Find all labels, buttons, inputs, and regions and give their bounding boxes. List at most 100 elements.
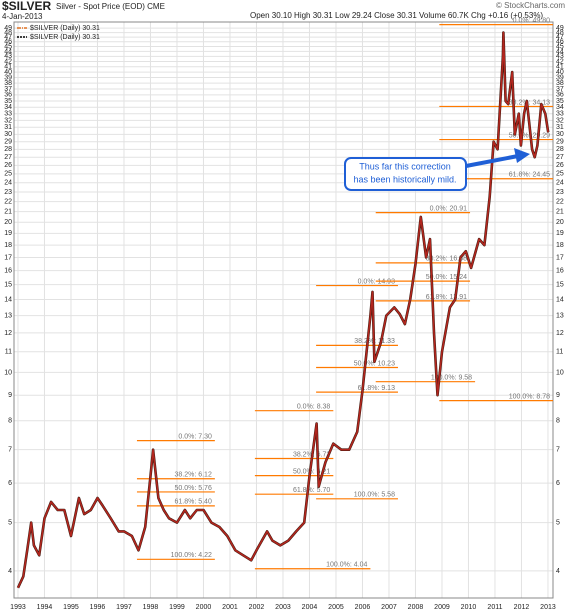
y-tick-label: 5 [8,519,12,526]
fib-label: 61.8%: 5.40 [174,499,211,506]
y-tick-label: 14 [4,296,12,303]
plot-frame [13,21,554,599]
x-tick-label: 2005 [328,604,344,611]
y-tick-label: 7 [8,447,12,454]
y-tick-label: 33 [4,111,12,118]
x-tick-label: 2002 [249,604,265,611]
y-tick-label: 38 [4,80,12,87]
y-tick-label: 15 [4,281,12,288]
y-tick-label: 46 [4,39,12,46]
y-tick-label: 30 [4,131,12,138]
y-tick-label: 48 [4,29,12,36]
y-tick-label: 23 [4,189,12,196]
y-tick-label: 22 [4,198,12,205]
quote: Open 30.10 High 30.31 Low 29.24 Close 30… [250,11,543,20]
y-tick-label: 27 [4,154,12,161]
y-tick-label: 9 [556,392,560,399]
y-tick-label: 21 [4,209,12,216]
y-tick-label: 21 [556,209,564,216]
fib-label: 0.0%: 14.93 [358,278,395,285]
fib-label: 61.8%: 9.13 [358,385,395,392]
y-tick-label: 27 [556,154,564,161]
fib-label: 100.0%: 4.22 [171,552,212,559]
y-tick-label: 17 [556,254,564,261]
y-tick-label: 8 [8,418,12,425]
legend-label: $SILVER (Daily) 30.31 [30,34,100,41]
y-tick-label: 14 [556,296,564,303]
x-tick-label: 2012 [514,604,530,611]
y-tick-label: 39 [556,74,564,81]
y-tick-label: 48 [556,29,564,36]
fib-label: 100.0%: 8.78 [509,393,550,400]
y-tick-label: 24 [4,180,12,187]
y-tick-label: 12 [556,330,564,337]
y-tick-label: 45 [556,43,564,50]
chart-date: 4-Jan-2013 [2,12,43,21]
y-tick-label: 25 [4,171,12,178]
y-tick-label: 7 [556,447,560,454]
y-tick-label: 11 [5,349,12,356]
fib-label: 38.2%: 6.12 [174,472,211,479]
y-tick-label: 31 [556,124,564,131]
x-tick-label: 2013 [540,604,556,611]
y-tick-label: 44 [556,48,564,55]
y-tick-label: 13 [556,312,564,319]
y-tick-label: 26 [556,162,564,169]
y-tick-label: 47 [4,34,12,41]
fib-label: 100.0%: 9.58 [431,375,472,382]
fib-label: 50.0%: 6.21 [293,468,330,475]
y-tick-label: 42 [556,58,564,65]
y-tick-label: 19 [4,230,12,237]
callout-text: Thus far this correction [359,161,451,171]
y-tick-label: 40 [4,69,12,76]
x-tick-label: 2007 [381,604,397,611]
y-tick-label: 28 [4,146,12,153]
y-tick-label: 36 [556,92,564,99]
fib-label: 100.0%: 5.58 [354,492,395,499]
y-tick-label: 11 [556,349,563,356]
fib-label: 61.8%: 5.70 [293,487,330,494]
y-tick-label: 38 [556,80,564,87]
fib-label: 100.0%: 4.04 [326,562,367,569]
y-tick-label: 10 [4,369,12,376]
y-tick-label: 16 [4,267,12,274]
y-tick-label: 32 [4,117,12,124]
x-tick-label: 1993 [10,604,26,611]
fib-label: 38.2%: 16.58 [426,256,467,263]
y-tick-label: 4 [8,568,12,575]
y-tick-label: 29 [556,139,564,146]
y-tick-label: 6 [8,480,12,487]
fib-label: 0.0%: 20.91 [430,205,467,212]
y-tick-label: 13 [4,312,12,319]
fib-label: 0.0%: 7.30 [178,433,212,440]
y-tick-label: 22 [556,198,564,205]
source: © StockCharts.com [496,1,565,10]
x-tick-label: 1997 [116,604,132,611]
y-tick-label: 47 [556,34,564,41]
y-tick-label: 18 [556,242,564,249]
y-tick-label: 9 [8,392,12,399]
y-tick-label: 42 [4,58,12,65]
fib-label: 0.0%: 8.38 [297,404,331,411]
y-tick-label: 37 [4,86,12,93]
y-tick-label: 35 [556,98,564,105]
y-tick-label: 30 [556,131,564,138]
y-tick-label: 23 [556,189,564,196]
x-tick-label: 1994 [37,604,53,611]
y-tick-label: 4 [556,568,560,575]
x-tick-label: 2006 [355,604,371,611]
y-tick-label: 29 [4,139,12,146]
y-tick-label: 24 [556,180,564,187]
x-tick-label: 2000 [196,604,212,611]
x-tick-label: 2003 [275,604,291,611]
x-tick-label: 2008 [408,604,424,611]
chart-title: $SILVER [2,0,51,13]
y-tick-label: 20 [556,219,564,226]
x-tick-label: 1999 [169,604,185,611]
y-tick-label: 8 [556,418,560,425]
y-tick-label: 15 [556,281,564,288]
legend-label: $SILVER (Daily) 30.31 [30,25,100,32]
callout-text: has been historically mild. [353,174,456,184]
y-tick-label: 6 [556,480,560,487]
